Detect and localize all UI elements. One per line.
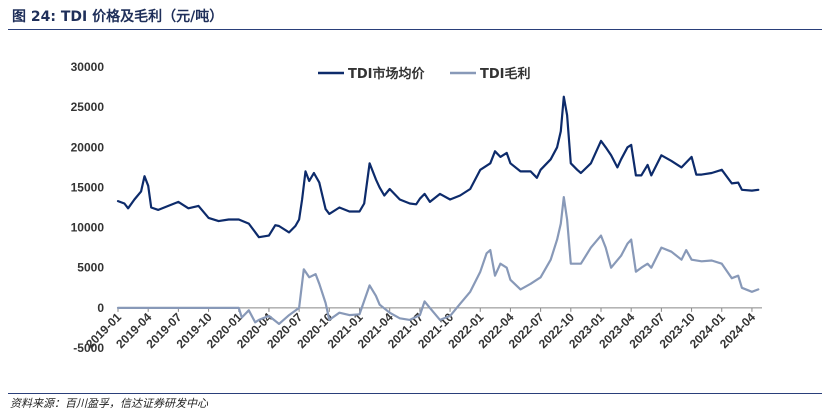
series-line-margin bbox=[116, 196, 760, 325]
y-tick-label: 30000 bbox=[71, 60, 105, 74]
bottom-divider bbox=[8, 393, 822, 394]
series-layer bbox=[116, 95, 760, 325]
legend-label: TDI市场均价 bbox=[348, 66, 425, 82]
y-tick-label: 10000 bbox=[71, 221, 105, 235]
y-tick-label: 15000 bbox=[71, 180, 105, 194]
y-tick-label: -5000 bbox=[73, 341, 104, 355]
legend-label: TDI毛利 bbox=[480, 66, 531, 82]
top-divider bbox=[8, 29, 822, 30]
source-note: 资料来源：百川盈孚，信达证券研发中心 bbox=[10, 397, 208, 410]
y-tick-label: 25000 bbox=[71, 100, 105, 114]
legend: TDI市场均价 TDI毛利 bbox=[318, 66, 531, 82]
chart-title: 图 24: TDI 价格及毛利（元/吨） bbox=[12, 9, 224, 25]
series-line-price bbox=[116, 95, 760, 239]
y-tick-label: 20000 bbox=[71, 140, 105, 154]
y-tick-label: 0 bbox=[97, 301, 104, 315]
y-tick-label: 5000 bbox=[77, 261, 104, 275]
y-axis: -5000 0 5000 10000 15000 20000 25000 30000 bbox=[71, 60, 105, 355]
